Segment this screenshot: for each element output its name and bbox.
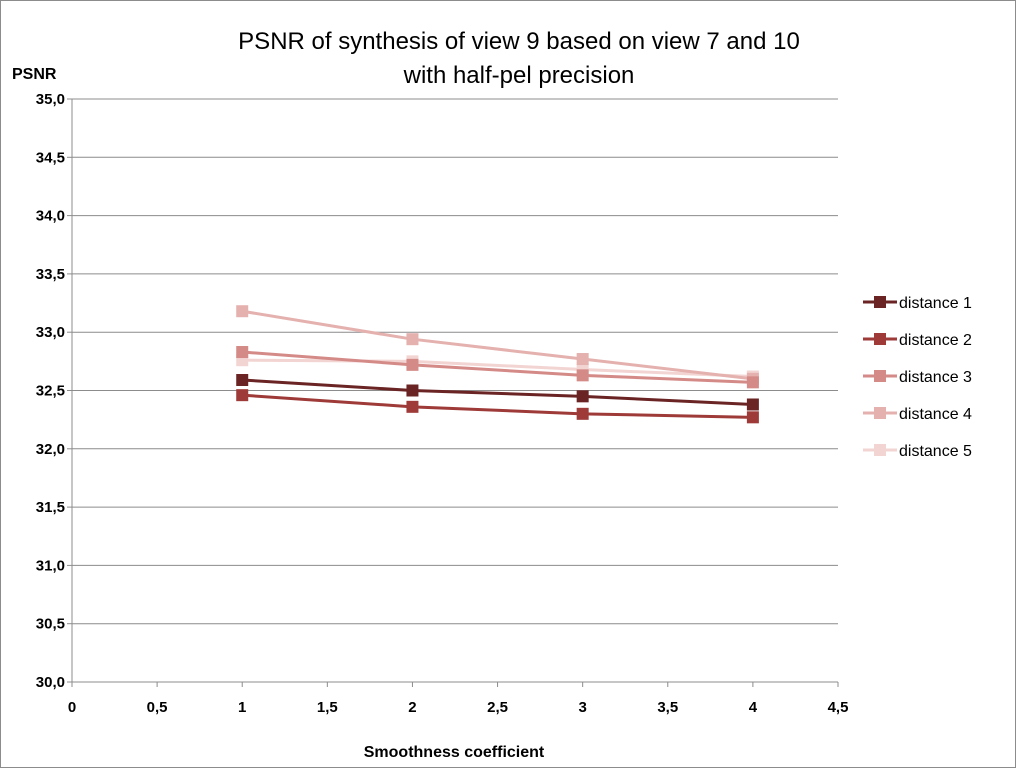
data-point [236, 305, 249, 318]
legend-label: distance 3 [899, 369, 972, 386]
data-point [576, 353, 589, 366]
y-axis-title: PSNR [12, 66, 57, 83]
y-tick-label: 30,5 [36, 616, 65, 633]
legend-item: distance 5 [863, 443, 972, 460]
legend-swatch-marker [874, 407, 886, 419]
y-tick-label: 34,5 [36, 149, 65, 166]
legend-swatch-marker [874, 444, 886, 456]
y-tick-label: 35,0 [36, 91, 65, 108]
series [236, 305, 759, 424]
data-point [576, 390, 589, 403]
axes [67, 98, 839, 687]
x-tick-label: 4 [749, 699, 758, 716]
legend-label: distance 1 [899, 295, 972, 312]
data-point [406, 333, 419, 346]
data-point [236, 374, 249, 387]
data-point [746, 411, 759, 424]
data-point [746, 376, 759, 389]
legend-item: distance 3 [863, 369, 972, 386]
data-point [406, 358, 419, 371]
data-point [576, 369, 589, 382]
legend-swatch-marker [874, 333, 886, 345]
y-tick-labels: 30,0 30,5 31,0 31,5 32,0 32,5 33,0 33,5 34,0 34,5… [36, 91, 65, 691]
series-line [242, 358, 753, 379]
series-line [242, 350, 753, 384]
legend-label: distance 2 [899, 332, 972, 349]
legend-item: distance 2 [863, 332, 972, 349]
x-tick-label: 4,5 [828, 699, 849, 716]
x-tick-label: 2 [408, 699, 416, 716]
series-distance-3 [236, 346, 759, 389]
series-line [242, 393, 753, 419]
chart-title-line-2: with half-pel precision [403, 62, 635, 89]
x-tick-label: 3,5 [657, 699, 678, 716]
series-distance-2 [236, 389, 759, 424]
y-tick-label: 30,0 [36, 674, 65, 691]
x-axis-title: Smoothness coefficient [364, 744, 545, 761]
x-tick-label: 0,5 [147, 699, 168, 716]
x-tick-label: 2,5 [487, 699, 508, 716]
data-point [236, 346, 249, 359]
legend-item: distance 4 [863, 406, 972, 423]
gridlines [72, 98, 838, 625]
legend-swatch-marker [874, 370, 886, 382]
y-tick-label: 32,0 [36, 441, 65, 458]
x-tick-labels: 0 0,5 1 1,5 2 2,5 3 3,5 4 4,5 [68, 699, 849, 716]
x-tick-label: 1,5 [317, 699, 338, 716]
legend-label: distance 5 [899, 443, 972, 460]
data-point [406, 384, 419, 397]
series-line [242, 378, 753, 406]
y-tick-label: 34,0 [36, 208, 65, 225]
legend-label: distance 4 [899, 406, 972, 423]
x-tick-label: 3 [578, 699, 586, 716]
y-tick-label: 33,0 [36, 324, 65, 341]
data-point [746, 398, 759, 411]
chart-title-line-1: PSNR of synthesis of view 9 based on vie… [238, 28, 800, 55]
series-line [241, 309, 754, 381]
legend-swatch-marker [874, 296, 886, 308]
series-distance-1 [236, 374, 759, 411]
legend-item: distance 1 [863, 295, 972, 312]
y-tick-label: 31,0 [36, 557, 65, 574]
data-point [576, 407, 589, 420]
data-point [236, 389, 249, 402]
y-tick-label: 32,5 [36, 383, 65, 400]
x-tick-label: 1 [238, 699, 246, 716]
x-tick-label: 0 [68, 699, 76, 716]
y-tick-label: 31,5 [36, 499, 65, 516]
legend: distance 1 distance 2 distance 3 distance 4… [863, 295, 972, 460]
data-point [406, 400, 419, 413]
y-tick-label: 33,5 [36, 266, 65, 283]
